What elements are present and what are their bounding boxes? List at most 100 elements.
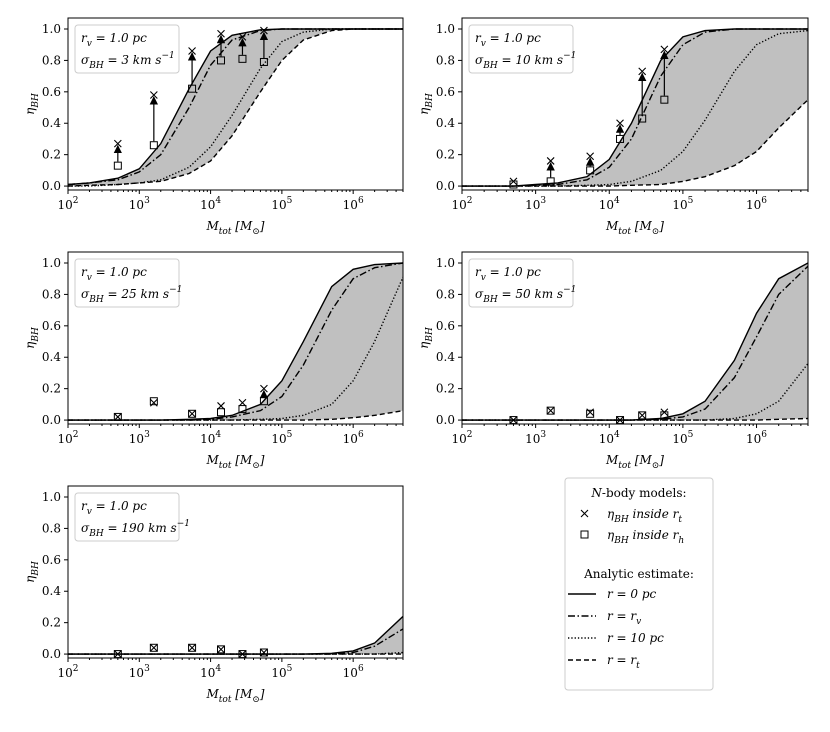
curve xyxy=(68,28,403,187)
square-marker xyxy=(113,412,122,421)
y-axis-label: ηBH xyxy=(417,93,435,115)
shaded-band xyxy=(68,28,403,187)
x-tick-label: 102 xyxy=(451,196,472,212)
cross-marker xyxy=(546,406,555,415)
y-axis-label: ηBH xyxy=(23,327,41,349)
annotation-box xyxy=(74,492,180,542)
x-axis-label: Mtot [M⊙] xyxy=(605,453,664,471)
y-tick-label: 0.6 xyxy=(42,318,61,332)
square-marker xyxy=(149,397,158,406)
annotation: σBH = 3 km s−1 xyxy=(81,51,175,71)
square-marker xyxy=(586,166,595,175)
x-tick-label: 102 xyxy=(57,664,78,680)
curve xyxy=(68,409,403,421)
annotation: rv = 1.0 pc xyxy=(81,31,147,49)
y-tick-label: 0.4 xyxy=(42,584,61,598)
curve xyxy=(462,417,808,421)
legend-label: ηBH inside rh xyxy=(607,528,684,546)
annotation-box xyxy=(468,24,574,74)
x-tick-label: 102 xyxy=(451,430,472,446)
shaded-band xyxy=(462,28,808,187)
shaded-band xyxy=(68,262,403,421)
square-marker xyxy=(188,643,197,652)
cross-marker xyxy=(638,411,647,420)
plot-area xyxy=(68,615,403,655)
axes-frame xyxy=(461,17,809,191)
curve xyxy=(462,99,808,187)
cross-marker xyxy=(188,47,196,55)
y-tick-label: 0.0 xyxy=(42,413,61,427)
legend-label: ηBH inside rt xyxy=(607,507,682,525)
cross-marker xyxy=(149,398,158,407)
annotation: σBH = 50 km s−1 xyxy=(475,285,576,305)
square-marker xyxy=(638,411,647,420)
square-marker xyxy=(546,406,555,415)
x-tick-label: 104 xyxy=(599,196,620,212)
y-tick-label: 1.0 xyxy=(436,255,455,269)
x-tick-label: 104 xyxy=(200,430,221,446)
annotation: rv = 1.0 pc xyxy=(81,265,147,283)
square-marker xyxy=(217,408,226,417)
y-tick-label: 1.0 xyxy=(436,21,455,35)
square-marker xyxy=(149,141,158,150)
cross-marker xyxy=(238,398,247,407)
cross-marker xyxy=(660,45,669,54)
square-marker xyxy=(546,177,555,186)
x-tick-label: 104 xyxy=(599,430,620,446)
cross-marker xyxy=(217,29,225,38)
cross-marker xyxy=(546,157,555,165)
square-marker xyxy=(638,114,647,123)
y-axis-label: ηBH xyxy=(23,93,41,115)
legend-label: r = rv xyxy=(607,609,641,627)
square-marker xyxy=(259,648,268,657)
x-tick-label: 105 xyxy=(271,664,292,680)
annotation: rv = 1.0 pc xyxy=(475,31,541,49)
square-marker xyxy=(188,409,197,418)
y-tick-label: 0.0 xyxy=(436,413,455,427)
x-tick-label: 106 xyxy=(746,430,767,446)
y-tick-label: 0.0 xyxy=(42,647,61,661)
cross-marker xyxy=(616,119,624,128)
y-tick-label: 0.4 xyxy=(42,350,61,364)
plot-area xyxy=(68,262,403,421)
square-marker xyxy=(217,645,226,654)
legend-cross xyxy=(580,509,589,518)
y-tick-label: 1.0 xyxy=(42,255,61,269)
plot-area xyxy=(462,28,808,187)
square-marker xyxy=(238,405,247,414)
y-tick-label: 0.4 xyxy=(42,116,61,130)
cross-marker xyxy=(660,408,669,417)
x-tick-label: 102 xyxy=(57,430,78,446)
y-tick-label: 0.4 xyxy=(436,116,455,130)
x-tick-label: 104 xyxy=(200,196,221,212)
legend-label: r = rt xyxy=(607,653,640,671)
y-tick-label: 0.8 xyxy=(436,53,455,67)
y-tick-label: 0.6 xyxy=(42,84,61,98)
cross-marker xyxy=(217,645,225,654)
cross-marker xyxy=(586,152,595,161)
shaded-band xyxy=(462,262,808,421)
y-tick-label: 0.6 xyxy=(42,552,61,566)
y-tick-label: 0.8 xyxy=(436,287,455,301)
axes-frame xyxy=(67,17,404,191)
annotation: rv = 1.0 pc xyxy=(81,499,147,517)
y-tick-label: 0.2 xyxy=(436,381,455,395)
legend-square xyxy=(580,530,589,539)
x-tick-label: 106 xyxy=(343,664,364,680)
cross-marker xyxy=(188,409,196,418)
x-tick-label: 104 xyxy=(200,664,221,680)
square-marker xyxy=(616,134,625,143)
y-tick-label: 0.2 xyxy=(42,381,61,395)
legend-box xyxy=(564,477,714,691)
x-tick-label: 105 xyxy=(672,196,693,212)
cross-marker xyxy=(586,408,595,417)
cross-marker xyxy=(149,643,158,652)
x-tick-label: 106 xyxy=(746,196,767,212)
x-tick-label: 102 xyxy=(57,196,78,212)
y-tick-label: 0.0 xyxy=(42,179,61,193)
y-axis-label: ηBH xyxy=(417,327,435,349)
square-marker xyxy=(113,161,122,170)
square-marker xyxy=(660,95,669,104)
x-tick-label: 105 xyxy=(271,430,292,446)
cross-marker xyxy=(238,650,247,658)
